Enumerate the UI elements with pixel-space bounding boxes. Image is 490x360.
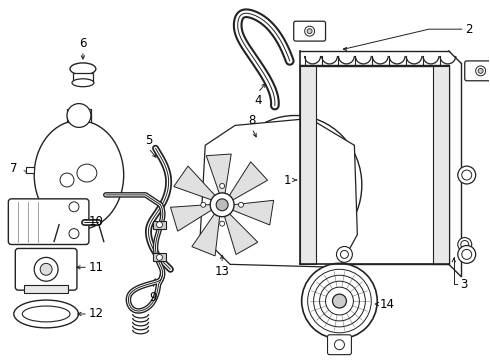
Circle shape bbox=[210, 193, 234, 217]
Ellipse shape bbox=[70, 63, 96, 75]
Ellipse shape bbox=[227, 116, 362, 255]
Circle shape bbox=[69, 229, 79, 239]
Text: 7: 7 bbox=[10, 162, 17, 175]
Circle shape bbox=[337, 247, 352, 262]
Circle shape bbox=[220, 184, 224, 188]
Circle shape bbox=[333, 294, 346, 308]
Polygon shape bbox=[224, 212, 258, 255]
Circle shape bbox=[458, 246, 476, 264]
Circle shape bbox=[335, 340, 344, 350]
Text: 4: 4 bbox=[254, 94, 262, 107]
Polygon shape bbox=[192, 212, 220, 256]
Polygon shape bbox=[206, 154, 231, 195]
Circle shape bbox=[156, 222, 163, 228]
Circle shape bbox=[201, 202, 206, 207]
Bar bbox=[300, 66, 316, 264]
Circle shape bbox=[462, 249, 472, 260]
FancyBboxPatch shape bbox=[8, 199, 89, 244]
Text: 13: 13 bbox=[215, 265, 230, 278]
Text: 10: 10 bbox=[88, 215, 103, 228]
Text: 3: 3 bbox=[460, 278, 467, 291]
Circle shape bbox=[67, 104, 91, 127]
Text: 5: 5 bbox=[145, 134, 152, 147]
Text: 2: 2 bbox=[465, 23, 472, 36]
Circle shape bbox=[302, 264, 377, 339]
Text: 8: 8 bbox=[248, 114, 256, 127]
Text: 9: 9 bbox=[149, 291, 156, 303]
Circle shape bbox=[461, 240, 469, 248]
Text: 12: 12 bbox=[88, 307, 103, 320]
FancyBboxPatch shape bbox=[294, 21, 325, 41]
Circle shape bbox=[319, 281, 359, 321]
Ellipse shape bbox=[34, 121, 123, 230]
Circle shape bbox=[341, 251, 348, 258]
Bar bbox=[152, 221, 167, 229]
Circle shape bbox=[216, 199, 228, 211]
Circle shape bbox=[220, 221, 224, 226]
Circle shape bbox=[156, 255, 163, 260]
Polygon shape bbox=[231, 200, 273, 225]
Bar bbox=[67, 109, 91, 122]
Text: 1: 1 bbox=[284, 174, 292, 186]
Bar bbox=[152, 253, 167, 261]
Circle shape bbox=[69, 202, 79, 212]
FancyBboxPatch shape bbox=[465, 61, 490, 81]
Polygon shape bbox=[228, 162, 268, 201]
Circle shape bbox=[478, 68, 483, 73]
Circle shape bbox=[308, 269, 371, 333]
Polygon shape bbox=[171, 204, 213, 231]
Text: 11: 11 bbox=[88, 261, 103, 274]
FancyBboxPatch shape bbox=[15, 248, 77, 290]
Circle shape bbox=[40, 264, 52, 275]
Circle shape bbox=[462, 170, 472, 180]
Circle shape bbox=[325, 287, 353, 315]
Bar bbox=[73, 73, 93, 83]
Circle shape bbox=[307, 29, 312, 33]
Text: 6: 6 bbox=[79, 37, 87, 50]
Circle shape bbox=[476, 66, 486, 76]
Bar bbox=[433, 66, 449, 264]
Bar bbox=[24, 285, 68, 293]
Circle shape bbox=[458, 238, 472, 251]
FancyArrow shape bbox=[26, 167, 34, 173]
Ellipse shape bbox=[72, 79, 94, 87]
Circle shape bbox=[305, 26, 315, 36]
Circle shape bbox=[314, 275, 366, 327]
Ellipse shape bbox=[77, 164, 97, 182]
Polygon shape bbox=[200, 118, 357, 267]
Circle shape bbox=[34, 257, 58, 281]
Ellipse shape bbox=[14, 300, 78, 328]
Circle shape bbox=[239, 202, 244, 207]
Ellipse shape bbox=[22, 306, 70, 322]
Circle shape bbox=[458, 166, 476, 184]
Bar bbox=[300, 66, 449, 264]
FancyBboxPatch shape bbox=[327, 335, 351, 355]
Circle shape bbox=[60, 173, 74, 187]
Polygon shape bbox=[174, 166, 216, 201]
Text: 14: 14 bbox=[380, 297, 394, 311]
